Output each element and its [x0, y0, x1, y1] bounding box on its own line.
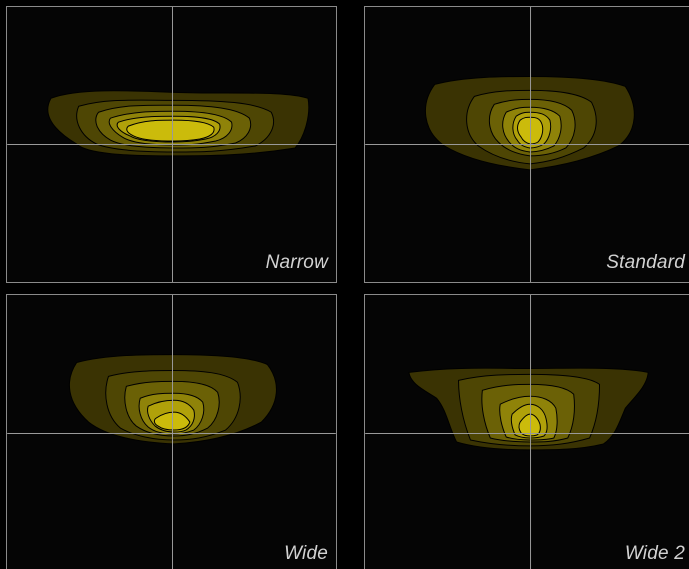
isolux-contours	[408, 367, 649, 451]
crosshair	[365, 7, 689, 282]
beam-plot-wide-2	[365, 295, 689, 569]
beam-panel-standard: Standard	[364, 6, 689, 283]
panel-label-wide-2: Wide 2	[624, 543, 685, 564]
isolux-contours	[425, 75, 635, 171]
crosshair	[365, 295, 689, 569]
panel-label-standard: Standard	[606, 252, 685, 273]
beam-panel-narrow: Narrow	[6, 6, 337, 283]
beam-panel-wide: Wide	[6, 294, 337, 569]
beam-plot-standard	[365, 7, 689, 282]
beam-panel-wide-2: Wide 2	[364, 294, 689, 569]
contour-level-6	[126, 119, 215, 142]
panel-label-wide: Wide	[284, 543, 328, 564]
isolux-contours	[47, 90, 310, 157]
beam-plot-wide	[7, 295, 336, 569]
crosshair	[7, 7, 336, 282]
crosshair	[7, 295, 336, 569]
beam-plot-narrow	[7, 7, 336, 282]
panel-label-narrow: Narrow	[265, 252, 328, 273]
